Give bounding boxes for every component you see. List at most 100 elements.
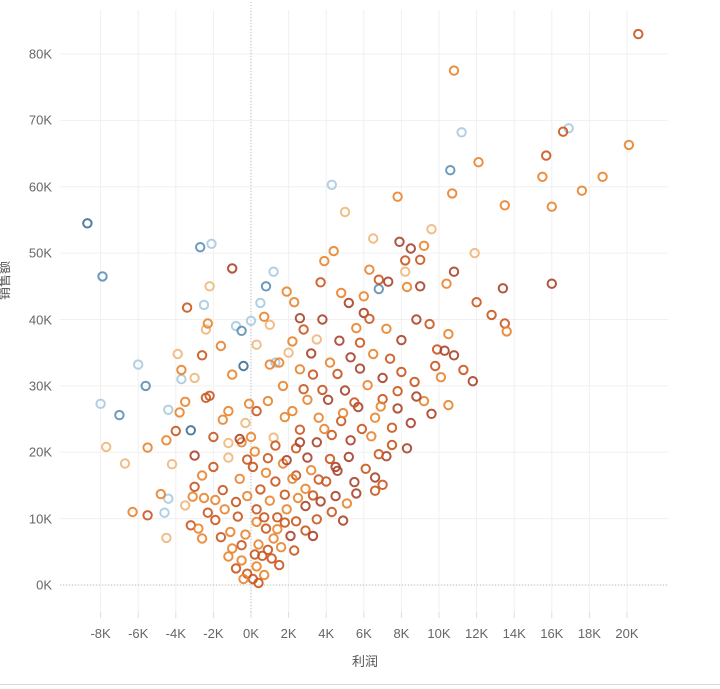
data-point xyxy=(294,424,306,435)
data-point xyxy=(349,397,360,408)
data-point xyxy=(161,435,172,446)
data-point xyxy=(319,423,330,435)
data-point xyxy=(411,391,422,402)
data-point xyxy=(322,394,334,405)
data-point xyxy=(292,492,304,504)
data-point xyxy=(326,179,337,191)
data-point xyxy=(418,240,430,252)
data-point xyxy=(249,549,261,560)
data-point xyxy=(467,376,478,387)
data-point xyxy=(285,530,296,542)
data-point xyxy=(217,484,229,496)
data-point xyxy=(448,266,460,277)
x-axis-label: 利润 xyxy=(351,654,378,669)
data-point xyxy=(623,139,635,151)
data-point xyxy=(234,433,245,445)
data-point xyxy=(242,454,253,465)
data-point xyxy=(369,472,381,483)
data-point xyxy=(253,577,264,589)
data-point xyxy=(210,494,221,506)
data-point xyxy=(198,299,210,311)
data-point xyxy=(317,314,328,325)
data-point xyxy=(328,245,339,257)
data-point xyxy=(279,489,290,500)
data-point xyxy=(537,171,548,183)
data-point xyxy=(140,380,151,392)
data-point xyxy=(366,431,377,442)
data-point xyxy=(170,425,182,437)
data-point xyxy=(368,348,379,360)
data-point xyxy=(155,488,167,500)
data-point xyxy=(238,573,249,585)
data-point xyxy=(215,340,227,352)
y-tick-label: 30K xyxy=(28,378,52,394)
data-point xyxy=(597,171,608,183)
data-point xyxy=(260,523,272,534)
data-point xyxy=(202,507,214,518)
data-point xyxy=(330,490,341,502)
data-point xyxy=(302,394,313,405)
y-tick-label: 60K xyxy=(28,179,52,195)
data-point xyxy=(255,297,266,309)
data-point xyxy=(405,243,416,254)
data-point xyxy=(400,255,411,266)
data-point xyxy=(415,254,426,265)
data-point xyxy=(196,350,208,361)
data-point xyxy=(180,396,191,407)
data-point xyxy=(315,277,326,288)
data-point xyxy=(174,407,185,418)
data-point xyxy=(251,405,262,417)
data-point xyxy=(430,360,441,372)
data-point xyxy=(289,545,300,556)
data-point xyxy=(426,224,437,235)
data-point xyxy=(401,281,413,293)
data-point xyxy=(546,278,557,289)
data-point xyxy=(245,315,257,326)
data-point xyxy=(264,319,275,330)
data-point xyxy=(392,403,403,414)
data-point xyxy=(448,65,460,76)
x-tick-label: 0K xyxy=(243,626,259,641)
data-point xyxy=(259,311,270,322)
data-point xyxy=(499,200,510,211)
data-point xyxy=(223,437,234,449)
data-point xyxy=(298,384,309,395)
data-point xyxy=(264,495,275,506)
data-point xyxy=(206,238,217,250)
data-point xyxy=(317,384,328,396)
y-tick-label: 40K xyxy=(28,312,52,327)
data-point xyxy=(373,449,384,460)
data-point xyxy=(384,353,396,364)
data-point xyxy=(306,465,317,476)
data-point xyxy=(354,363,366,374)
data-point xyxy=(576,185,588,196)
data-point xyxy=(270,476,281,487)
y-tick-label: 80K xyxy=(28,46,52,62)
data-point xyxy=(223,405,234,417)
data-point xyxy=(456,127,467,138)
data-point xyxy=(236,325,247,336)
data-point xyxy=(223,551,234,562)
data-point xyxy=(435,372,447,383)
x-tick-label: 6K xyxy=(355,626,372,641)
x-tick-label: 18K xyxy=(577,626,601,641)
data-point xyxy=(281,455,292,466)
data-point xyxy=(341,498,353,509)
data-point xyxy=(307,490,319,501)
data-point xyxy=(392,386,403,397)
data-point xyxy=(268,266,279,277)
data-point xyxy=(251,516,262,528)
data-point xyxy=(281,504,292,515)
data-point xyxy=(200,392,212,403)
data-point xyxy=(345,435,356,446)
data-point xyxy=(249,446,261,457)
data-point xyxy=(287,473,298,484)
data-point xyxy=(243,398,255,409)
data-point xyxy=(364,264,375,275)
data-point xyxy=(227,263,238,274)
data-point xyxy=(307,369,319,380)
data-point xyxy=(230,563,242,574)
data-point xyxy=(324,453,336,465)
data-point xyxy=(306,348,317,359)
data-point xyxy=(264,359,275,370)
